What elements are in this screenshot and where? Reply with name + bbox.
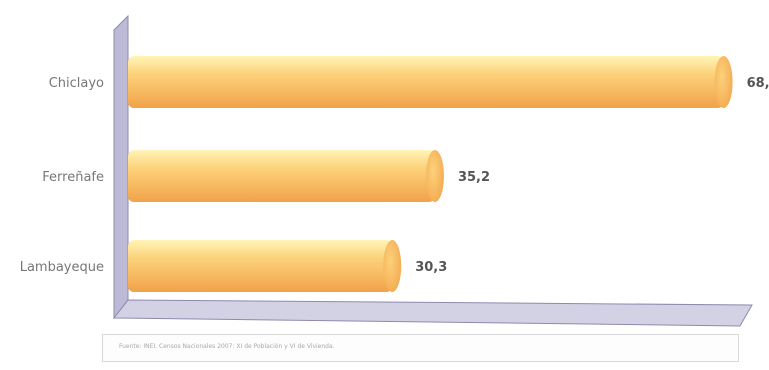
bar [128, 240, 393, 292]
bar [128, 56, 724, 108]
bar-end-cap [425, 150, 444, 202]
category-label: Chiclayo [49, 76, 104, 91]
value-label: 68,3 [747, 76, 769, 91]
bars-group: Chiclayo 68,3 Ferreñafe 35,2 Lambayeque 30,3 [20, 56, 769, 292]
source-note-box: Fuente: INEI. Censos Nacionales 2007: XI… [102, 334, 739, 362]
value-label: 30,3 [415, 260, 447, 275]
bar-end-cap [714, 56, 733, 108]
chart-floor [112, 299, 753, 327]
value-label: 35,2 [458, 170, 490, 185]
bar-end-cap [383, 240, 402, 292]
source-note: Fuente: INEI. Censos Nacionales 2007: XI… [119, 343, 335, 350]
bar [128, 150, 435, 202]
category-label: Ferreñafe [42, 170, 104, 185]
category-label: Lambayeque [20, 260, 104, 275]
chart-back-wall [113, 14, 129, 320]
